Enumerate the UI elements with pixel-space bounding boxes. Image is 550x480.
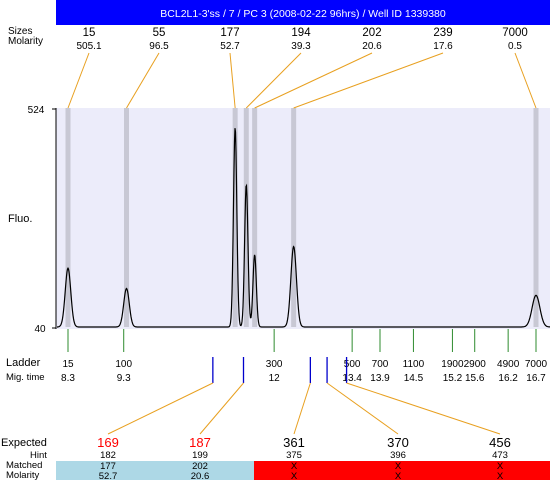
peak-band-4 <box>252 108 258 327</box>
hint-value-1: 199 <box>192 450 208 461</box>
ladder-mig-time-6: 15.2 <box>443 373 463 384</box>
peak-molarity-label-6: 0.5 <box>508 41 522 52</box>
ladder-mig-time-8: 16.2 <box>498 373 518 384</box>
peak-molarity-label-4: 20.6 <box>362 41 382 52</box>
peak-size-label-0: 15 <box>83 27 96 39</box>
hint-value-0: 182 <box>100 450 116 461</box>
expected-connector-0 <box>107 382 214 435</box>
expected-label: Expected <box>1 437 47 449</box>
ladder-mig-time-4: 13.9 <box>370 373 390 384</box>
hint-value-2: 375 <box>286 450 302 461</box>
ladder-size-0: 15 <box>62 359 74 370</box>
expected-value-1: 187 <box>189 435 211 450</box>
peak-size-label-4: 202 <box>362 27 381 39</box>
peak-molarity-label-3: 39.3 <box>291 41 311 52</box>
expected-connector-3 <box>326 382 399 435</box>
ladder-mig-time-3: 13.4 <box>342 373 362 384</box>
ladder-size-8: 4900 <box>497 359 520 370</box>
ladder-mig-time-2: 12 <box>269 373 281 384</box>
ladder-ticks: 15 8.3 100 9.3 300 12 500 13.4 700 13.9 1100 14.5 19… <box>61 329 548 384</box>
peak-bands <box>65 108 539 327</box>
peak-band-1 <box>124 108 129 327</box>
peak-size-label-1: 55 <box>153 27 166 39</box>
expected-value-4: 456 <box>489 435 511 450</box>
expected-connector-1 <box>199 382 244 435</box>
ladder-size-2: 300 <box>266 359 283 370</box>
peak-connector-2 <box>229 52 236 109</box>
matched-row-bg <box>56 461 254 480</box>
peak-size-label-5: 239 <box>433 27 452 39</box>
peak-connector-4 <box>254 52 373 109</box>
sizes-label: Sizes <box>8 26 32 37</box>
matched-molarity-1: 20.6 <box>191 471 210 480</box>
peak-size-label-3: 194 <box>291 27 311 39</box>
y-tick-label-top: 524 <box>28 105 45 116</box>
ladder-size-6: 1900 <box>441 359 464 370</box>
peak-connector-1 <box>126 52 160 109</box>
matched-value-4: X <box>497 461 504 472</box>
matched-label: Matched <box>6 460 42 471</box>
matched-molarity-4: X <box>497 471 504 480</box>
hint-label: Hint <box>30 450 47 461</box>
fluorescence-trace <box>57 128 550 328</box>
hint-value-3: 396 <box>390 450 406 461</box>
mig-time-label: Mig. time <box>6 372 45 383</box>
ladder-label: Ladder <box>6 357 41 369</box>
expected-columns: 16918217752.718719920220.6361375XX370396… <box>97 435 511 480</box>
expected-connector-4 <box>346 382 501 435</box>
peak-size-label-2: 177 <box>220 27 239 39</box>
expected-value-2: 361 <box>283 435 305 450</box>
peak-connectors <box>67 52 537 109</box>
molarity-bottom-label: Molarity <box>6 470 40 480</box>
y-axis-label: Fluo. <box>8 213 32 225</box>
matched-molarity-3: X <box>395 471 402 480</box>
peak-connector-3 <box>245 52 302 109</box>
ladder-mig-time-5: 14.5 <box>404 373 424 384</box>
ladder-mig-time-0: 8.3 <box>61 373 75 384</box>
matched-molarity-2: X <box>291 471 298 480</box>
peak-labels: 15 505.1 55 96.5 177 52.7 194 39.3 202 20.6 239 17.… <box>76 27 527 52</box>
peak-molarity-label-2: 52.7 <box>220 41 240 52</box>
peak-molarity-label-0: 505.1 <box>76 41 101 52</box>
peak-band-3 <box>243 108 249 327</box>
ladder-size-5: 1100 <box>403 359 425 370</box>
ladder-mig-time-1: 9.3 <box>117 373 131 384</box>
peak-size-label-6: 7000 <box>502 27 528 39</box>
peak-band-2 <box>232 108 238 327</box>
ladder-size-9: 7000 <box>525 359 548 370</box>
peak-molarity-label-1: 96.5 <box>149 41 169 52</box>
expected-value-0: 169 <box>97 435 119 450</box>
peak-molarity-label-5: 17.6 <box>433 41 453 52</box>
ladder-mig-time-9: 16.7 <box>526 373 546 384</box>
ladder-size-3: 500 <box>344 359 361 370</box>
matched-value-3: X <box>395 461 402 472</box>
title-bar <box>56 0 550 25</box>
unmatched-row-bg <box>254 461 550 480</box>
peak-band-6 <box>533 108 539 327</box>
expected-connectors <box>107 357 501 435</box>
molarity-label: Molarity <box>8 36 43 47</box>
peak-band-0 <box>65 108 71 327</box>
peak-connector-0 <box>67 52 90 109</box>
ladder-size-1: 100 <box>115 359 132 370</box>
peak-connector-5 <box>293 52 444 109</box>
ladder-mig-time-7: 15.6 <box>465 373 485 384</box>
peak-band-5 <box>291 108 297 327</box>
expected-value-3: 370 <box>387 435 409 450</box>
y-tick-label-bottom: 40 <box>34 324 46 335</box>
plot-area <box>56 108 550 329</box>
expected-connector-2 <box>293 382 311 435</box>
chart-title: BCL2L1-3'ss / 7 / PC 3 (2008-02-22 96hrs… <box>160 8 446 20</box>
peak-connector-6 <box>514 52 537 109</box>
matched-value-2: X <box>291 461 298 472</box>
ladder-size-4: 700 <box>372 359 389 370</box>
hint-value-4: 473 <box>492 450 508 461</box>
matched-value-0: 177 <box>100 461 116 472</box>
matched-molarity-0: 52.7 <box>99 471 118 480</box>
matched-value-1: 202 <box>192 461 208 472</box>
ladder-size-7: 2900 <box>464 359 487 370</box>
